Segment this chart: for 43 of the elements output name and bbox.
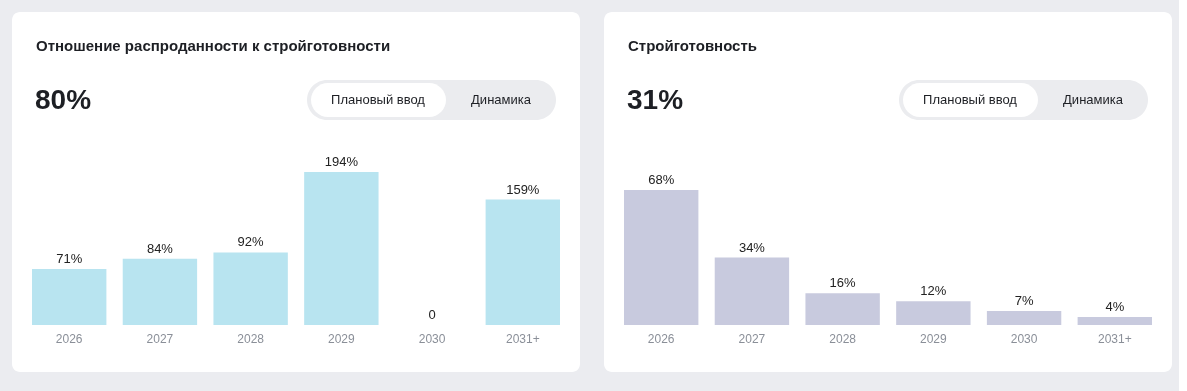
bar xyxy=(805,293,880,325)
data-label: 68% xyxy=(648,172,675,187)
text: Динамика xyxy=(471,92,532,107)
data-label: 16% xyxy=(829,275,857,291)
bar xyxy=(485,199,560,325)
x-tick-label: 2027 xyxy=(146,332,174,346)
x-tick-label: 2030 xyxy=(418,332,446,346)
x-tick-label: 2029 xyxy=(328,332,356,346)
x-tick-label: 2031+ xyxy=(1097,332,1132,346)
text: 31% xyxy=(627,84,684,115)
x-tick-label: 2028 xyxy=(829,332,857,346)
data-label: 12% xyxy=(920,283,947,299)
x-tick-label: 2028 xyxy=(237,332,265,346)
bar xyxy=(122,258,198,325)
data-label: 4% xyxy=(1105,299,1125,315)
data-label: 71% xyxy=(56,251,83,267)
bar xyxy=(896,301,971,325)
bar xyxy=(213,252,288,325)
data-label: 159% xyxy=(506,181,540,197)
data-label: 7% xyxy=(1014,293,1034,309)
x-tick-label: 2027 xyxy=(738,332,766,346)
chart-title: Отношение распроданности к стройготовности xyxy=(36,37,391,54)
data-label: 84% xyxy=(146,240,174,256)
text: Динамика xyxy=(1063,92,1124,107)
x-tick-label: 2031+ xyxy=(505,332,540,346)
data-label: 0 xyxy=(428,307,436,322)
chart-title: Стройготовность xyxy=(628,37,758,54)
x-tick-label: 2029 xyxy=(920,332,948,346)
x-tick-label: 2030 xyxy=(1010,332,1038,346)
bar xyxy=(32,269,107,325)
data-label: 34% xyxy=(738,239,766,255)
text: Плановый ввод xyxy=(331,92,426,107)
bar xyxy=(1077,317,1152,325)
text: Плановый ввод xyxy=(923,92,1018,107)
x-tick-label: 2026 xyxy=(647,332,675,346)
data-label: 92% xyxy=(237,234,265,250)
x-tick-label: 2026 xyxy=(55,332,83,346)
data-label: 194% xyxy=(324,154,359,169)
bar xyxy=(304,172,379,325)
bar xyxy=(714,257,790,325)
bar xyxy=(986,311,1062,325)
text: 80% xyxy=(35,84,92,115)
bar xyxy=(624,190,699,325)
